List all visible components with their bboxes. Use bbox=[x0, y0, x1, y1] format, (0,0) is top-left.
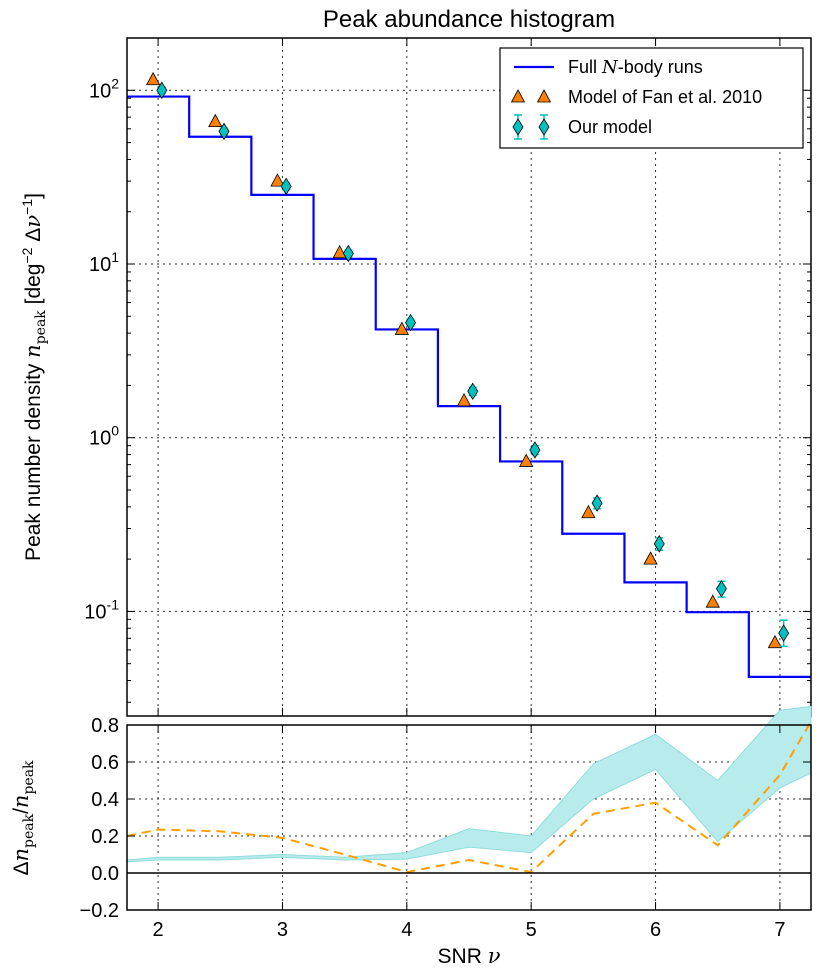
x-tick-label: 7 bbox=[774, 919, 785, 941]
bottom-y-tick-label: 0.4 bbox=[91, 789, 119, 811]
bottom-y-tick-label: 0.2 bbox=[91, 826, 119, 848]
fan-model-triangle-marker bbox=[767, 634, 783, 649]
fan-model-triangle-marker bbox=[456, 393, 472, 407]
our-model-diamond-marker bbox=[342, 244, 354, 263]
x-tick-label: 4 bbox=[401, 919, 412, 941]
fan-model-triangle-marker bbox=[643, 551, 658, 565]
fan-model-triangle-marker bbox=[581, 504, 596, 519]
our-model-residual-band bbox=[126, 705, 812, 863]
our-model-diamond-marker bbox=[715, 580, 727, 598]
top-y-tick-label: 10-1 bbox=[84, 596, 119, 623]
top-y-tick-label: 101 bbox=[89, 249, 119, 276]
fan-model-triangle-marker bbox=[332, 244, 347, 259]
legend-fan-label: Model of Fan et al. 2010 bbox=[568, 87, 762, 107]
bottom-ticks: 2 3 4 5 6 7 −0.2 0.0 0.2 0.4 0.6 0.8 bbox=[80, 715, 811, 941]
legend-our-model-swatch bbox=[538, 118, 550, 136]
fan-model-triangle-marker bbox=[270, 173, 285, 187]
bottom-series bbox=[126, 705, 812, 874]
bottom-y-tick-label: 0.6 bbox=[91, 752, 119, 774]
top-y-axis-label: Peak number density npeak [deg−2 Δν−1] bbox=[19, 193, 49, 561]
our-model-diamond-marker bbox=[467, 382, 479, 401]
bottom-plot-frame bbox=[126, 724, 812, 911]
bottom-y-tick-label: 0.0 bbox=[91, 863, 119, 885]
our-model-diamond-marker bbox=[280, 177, 292, 196]
top-ticks: 10-1 100 101 102 bbox=[84, 37, 811, 716]
top-plot-frame bbox=[126, 37, 812, 717]
legend-box bbox=[499, 47, 804, 149]
fan-model-triangle-marker bbox=[208, 113, 223, 128]
bottom-panel: 2 3 4 5 6 7 −0.2 0.0 0.2 0.4 0.6 0.8 bbox=[80, 705, 812, 941]
our-model-diamond-marker bbox=[778, 624, 790, 642]
our-model-diamond-marker bbox=[218, 122, 230, 141]
top-series bbox=[127, 71, 811, 678]
top-y-tick-label: 102 bbox=[89, 75, 119, 102]
legend-nbody-label: Full N-body runs bbox=[568, 57, 703, 78]
our-model-diamond-marker bbox=[653, 535, 665, 553]
top-grid bbox=[127, 38, 811, 716]
our-model-diamond-marker bbox=[529, 441, 541, 459]
legend: Full N-body runs Model of Fan et al. 2010… bbox=[499, 47, 804, 149]
fan-model-triangle-marker bbox=[394, 321, 410, 335]
legend-fan-swatch bbox=[510, 89, 526, 103]
our-model-diamond-marker bbox=[156, 81, 168, 100]
legend-our-model-swatch bbox=[512, 118, 524, 136]
fan-model-triangle-marker bbox=[705, 594, 720, 608]
bottom-y-tick-label: 0.8 bbox=[91, 715, 119, 737]
bottom-y-axis-label: Δnpeak/npeak bbox=[9, 760, 37, 876]
top-y-tick-label: 100 bbox=[89, 423, 119, 450]
legend-fan-swatch bbox=[536, 89, 552, 103]
x-axis-label: SNR ν bbox=[438, 944, 501, 968]
fan-model-triangle-marker bbox=[145, 71, 161, 86]
x-tick-label: 2 bbox=[153, 919, 164, 941]
x-tick-label: 5 bbox=[526, 919, 537, 941]
fan-model-triangle-marker bbox=[519, 453, 534, 467]
x-tick-label: 3 bbox=[277, 919, 288, 941]
our-model-diamond-marker bbox=[405, 313, 417, 332]
our-model-diamond-marker bbox=[591, 494, 603, 512]
fan-model-residual-dashed-line bbox=[126, 720, 812, 874]
x-tick-label: 6 bbox=[650, 919, 661, 941]
top-panel: 10-1 100 101 102 Full N-body runs Model of F… bbox=[84, 37, 812, 717]
bottom-y-tick-label: −0.2 bbox=[80, 900, 119, 922]
chart-title: Peak abundance histogram bbox=[323, 6, 615, 33]
legend-our-model-label: Our model bbox=[568, 117, 652, 137]
